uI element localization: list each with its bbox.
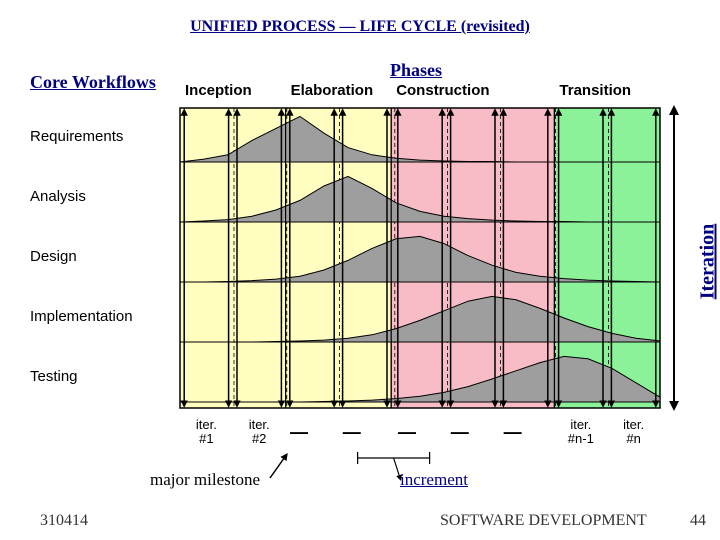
iteration-col-6: —	[504, 422, 548, 443]
lifecycle-chart	[0, 0, 720, 540]
iteration-col-7: iter.#n-1	[559, 418, 603, 447]
iteration-col-8: iter.#n	[612, 418, 656, 447]
iteration-label: Iteration	[697, 222, 720, 302]
increment-label: increment	[400, 470, 468, 490]
workflow-analysis: Analysis	[30, 188, 86, 205]
footer-left: 310414	[40, 512, 88, 530]
phase-label-construction: Construction	[396, 82, 489, 99]
iteration-col-4: —	[398, 422, 442, 443]
footer-right: SOFTWARE DEVELOPMENT	[440, 512, 647, 530]
phase-label-elaboration: Elaboration	[291, 82, 374, 99]
iteration-col-3: —	[343, 422, 387, 443]
workflow-testing: Testing	[30, 368, 78, 385]
major-milestone-label: major milestone	[150, 470, 260, 490]
phase-label-inception: Inception	[185, 82, 252, 99]
workflow-design: Design	[30, 248, 77, 265]
iteration-col-5: —	[451, 422, 495, 443]
iteration-col-1: iter.#2	[237, 418, 281, 447]
phase-label-transition: Transition	[559, 82, 631, 99]
iteration-col-2: —	[290, 422, 334, 443]
footer-page: 44	[690, 512, 706, 530]
workflow-requirements: Requirements	[30, 128, 123, 145]
iteration-col-0: iter.#1	[184, 418, 228, 447]
workflow-implementation: Implementation	[30, 308, 133, 325]
